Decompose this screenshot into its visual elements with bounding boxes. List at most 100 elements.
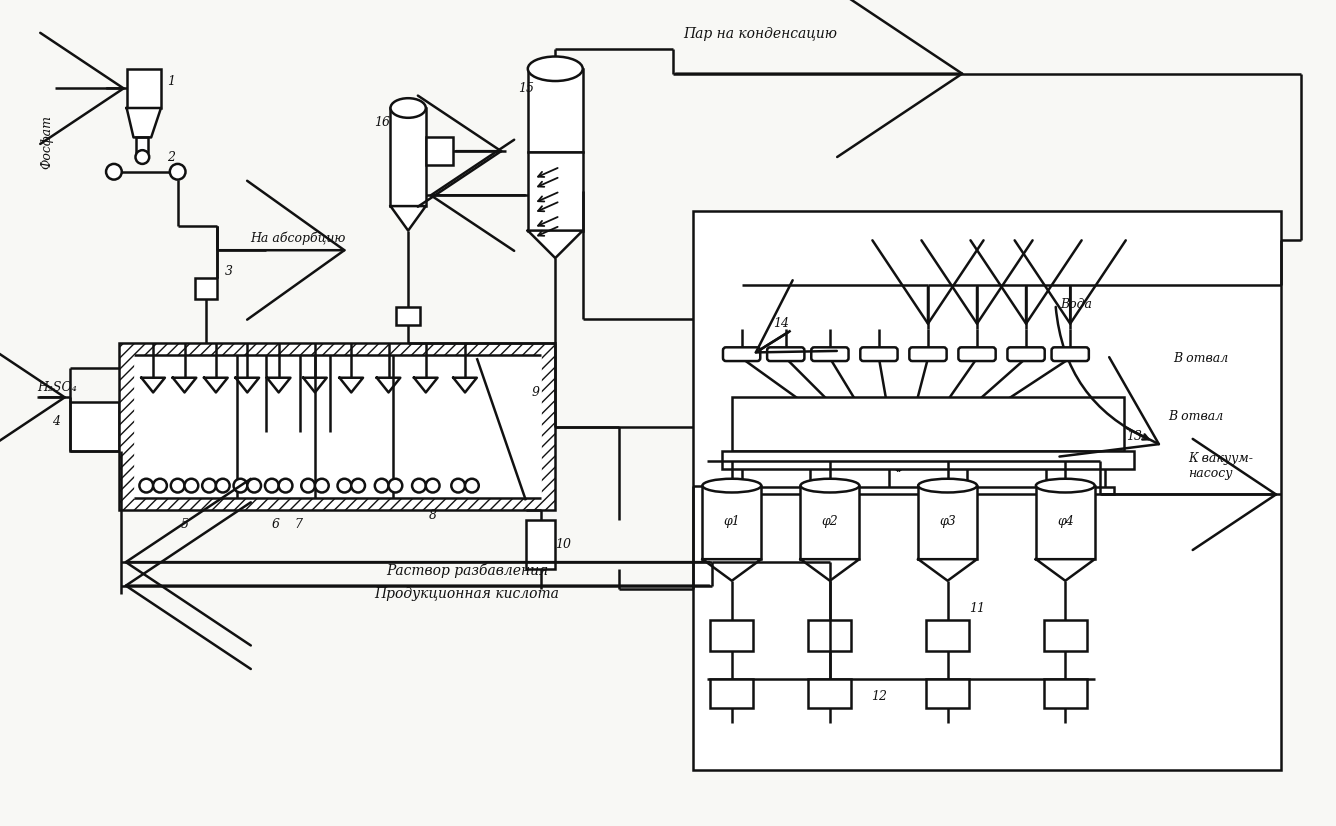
Circle shape — [411, 479, 426, 492]
Text: На абсорбцию: На абсорбцию — [251, 232, 346, 245]
Circle shape — [247, 479, 261, 492]
Circle shape — [265, 479, 279, 492]
Bar — [119, 344, 556, 510]
Bar — [136, 137, 148, 152]
Bar — [397, 307, 420, 325]
Polygon shape — [918, 559, 977, 581]
Bar — [1043, 679, 1088, 708]
Bar — [426, 137, 453, 165]
Polygon shape — [1035, 559, 1094, 581]
Bar — [800, 486, 859, 559]
Text: 7: 7 — [294, 519, 302, 531]
Text: Фосфат: Фосфат — [40, 116, 53, 169]
Text: 12: 12 — [871, 690, 887, 703]
Bar — [918, 486, 977, 559]
Text: К вакуум-
насосу: К вакуум- насосу — [1188, 452, 1253, 480]
FancyBboxPatch shape — [910, 347, 947, 361]
FancyBboxPatch shape — [1007, 347, 1045, 361]
Circle shape — [375, 479, 389, 492]
Bar — [528, 152, 582, 230]
Text: φ3: φ3 — [939, 515, 957, 529]
Bar — [732, 397, 1124, 451]
Circle shape — [338, 479, 351, 492]
Ellipse shape — [918, 479, 977, 492]
Circle shape — [426, 479, 440, 492]
Text: φ2: φ2 — [822, 515, 838, 529]
Bar — [1043, 620, 1088, 652]
Text: 5: 5 — [180, 519, 188, 531]
FancyBboxPatch shape — [767, 347, 804, 361]
FancyBboxPatch shape — [860, 347, 898, 361]
Bar — [926, 679, 969, 708]
Bar — [808, 620, 851, 652]
FancyBboxPatch shape — [958, 347, 995, 361]
Text: В отвал: В отвал — [1168, 411, 1224, 424]
Text: В отвал: В отвал — [1173, 352, 1228, 364]
Bar — [711, 679, 754, 708]
Text: 15: 15 — [518, 82, 534, 95]
Circle shape — [139, 479, 154, 492]
Text: 1: 1 — [167, 75, 175, 88]
Polygon shape — [528, 230, 582, 258]
Text: H₂SO₄: H₂SO₄ — [37, 381, 77, 394]
Circle shape — [154, 479, 167, 492]
Text: 10: 10 — [556, 538, 570, 551]
Text: 6: 6 — [271, 519, 279, 531]
Circle shape — [170, 164, 186, 179]
Text: 9: 9 — [532, 386, 540, 399]
Circle shape — [465, 479, 478, 492]
Bar — [721, 451, 1134, 469]
Circle shape — [216, 479, 230, 492]
Bar — [711, 620, 754, 652]
Ellipse shape — [528, 56, 582, 81]
FancyBboxPatch shape — [811, 347, 848, 361]
Bar — [808, 679, 851, 708]
Bar — [703, 486, 762, 559]
Bar — [926, 620, 969, 652]
Text: 14: 14 — [772, 317, 788, 330]
Circle shape — [389, 479, 402, 492]
Circle shape — [106, 164, 122, 179]
Circle shape — [315, 479, 329, 492]
Bar — [528, 69, 582, 152]
Bar — [69, 402, 119, 451]
Text: φ1: φ1 — [723, 515, 740, 529]
Text: 2: 2 — [167, 150, 175, 164]
Ellipse shape — [390, 98, 426, 118]
Bar — [134, 355, 541, 498]
Circle shape — [279, 479, 293, 492]
Text: Пар на конденсацию: Пар на конденсацию — [683, 27, 836, 41]
Circle shape — [452, 479, 465, 492]
Ellipse shape — [800, 479, 859, 492]
Text: 16: 16 — [374, 116, 390, 129]
Circle shape — [202, 479, 216, 492]
Text: Продукционная кислота: Продукционная кислота — [374, 586, 560, 601]
Text: 8: 8 — [429, 509, 437, 521]
Polygon shape — [390, 206, 426, 230]
Text: φ4: φ4 — [1057, 515, 1074, 529]
Ellipse shape — [703, 479, 762, 492]
Text: 4: 4 — [52, 415, 60, 429]
Bar — [195, 278, 216, 299]
Ellipse shape — [1035, 479, 1094, 492]
Circle shape — [301, 479, 315, 492]
Circle shape — [351, 479, 365, 492]
Text: Вода: Вода — [1061, 297, 1093, 311]
Circle shape — [184, 479, 198, 492]
Text: 3: 3 — [224, 265, 232, 278]
Bar — [1035, 486, 1094, 559]
Bar — [692, 211, 1281, 770]
Text: 11: 11 — [969, 601, 985, 615]
Text: Раствор разбавления: Раствор разбавления — [386, 563, 548, 578]
Circle shape — [135, 150, 150, 164]
Bar — [390, 108, 426, 206]
FancyBboxPatch shape — [1051, 347, 1089, 361]
Polygon shape — [703, 559, 762, 581]
Text: 13: 13 — [1126, 430, 1142, 443]
Circle shape — [171, 479, 184, 492]
Polygon shape — [127, 108, 160, 137]
Bar — [727, 487, 1114, 495]
FancyBboxPatch shape — [723, 347, 760, 361]
Circle shape — [234, 479, 247, 492]
Bar — [526, 520, 556, 569]
